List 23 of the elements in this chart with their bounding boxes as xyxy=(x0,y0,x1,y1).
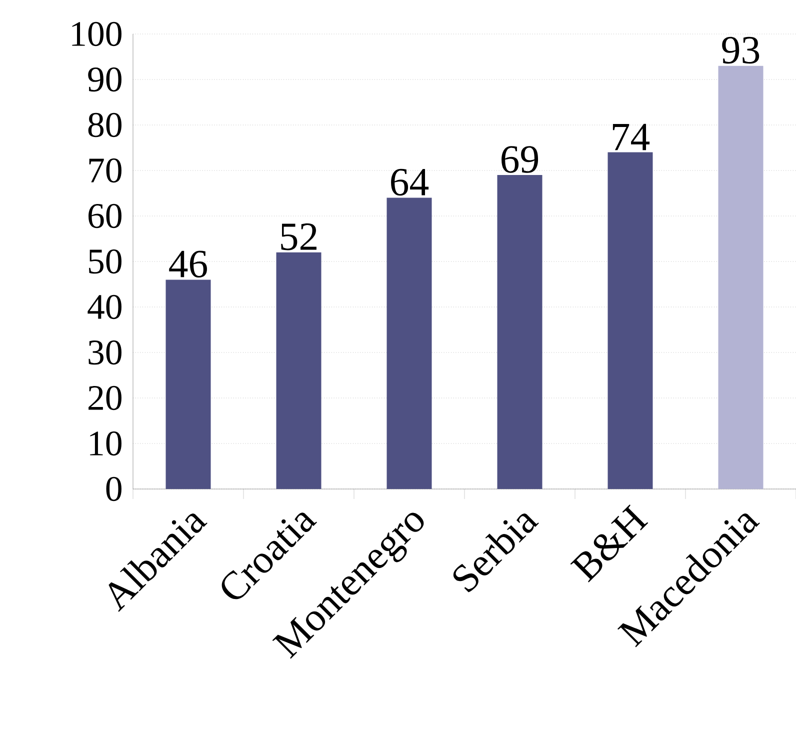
data-label: 52 xyxy=(281,223,316,250)
y-tick-label: 90 xyxy=(88,67,122,92)
data-label: 93 xyxy=(722,36,760,64)
data-label: 64 xyxy=(391,168,429,196)
y-tick-label: 100 xyxy=(72,22,122,46)
y-tick-label: 0 xyxy=(106,476,122,502)
data-label: 46 xyxy=(169,250,207,278)
y-tick-label: 60 xyxy=(88,204,122,228)
data-label: 74 xyxy=(612,124,650,150)
y-tick-label: 40 xyxy=(88,294,122,320)
bar xyxy=(497,175,542,490)
y-tick-label: 50 xyxy=(89,249,122,274)
bar xyxy=(608,152,653,490)
bar xyxy=(386,198,432,490)
bar xyxy=(276,252,322,490)
data-label: 69 xyxy=(502,146,538,173)
y-tick-label: 10 xyxy=(90,431,122,456)
y-tick-label: 80 xyxy=(88,112,122,138)
y-tick-label: 20 xyxy=(88,386,122,410)
y-tick-label: 70 xyxy=(89,158,122,183)
bar xyxy=(166,280,211,490)
y-tick-label: 30 xyxy=(88,340,122,365)
bar xyxy=(718,66,764,490)
